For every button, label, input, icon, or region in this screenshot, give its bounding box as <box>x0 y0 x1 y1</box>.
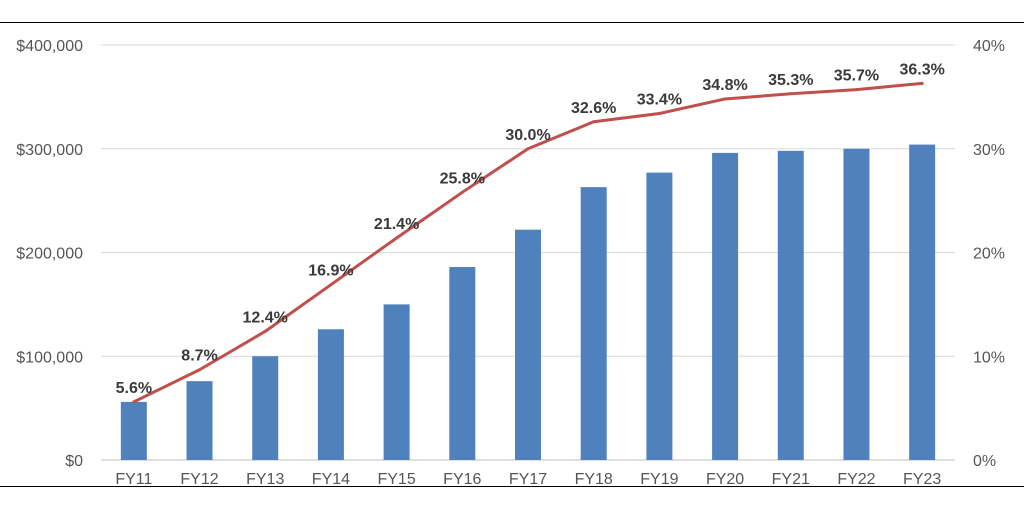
left-tick-label: $300,000 <box>16 142 83 159</box>
left-tick-label: $0 <box>65 453 83 470</box>
data-label-fy18: 32.6% <box>571 100 616 117</box>
bar-fy11 <box>120 401 147 460</box>
bar-fy13 <box>252 356 279 460</box>
x-tick-label: FY14 <box>312 471 350 488</box>
data-label-fy16: 25.8% <box>440 170 485 187</box>
bar-fy14 <box>317 329 344 460</box>
left-tick-label: $200,000 <box>16 246 83 263</box>
line-point-fy21 <box>789 92 793 96</box>
line-point-fy13 <box>263 329 267 333</box>
data-label-fy14: 16.9% <box>308 263 353 280</box>
bar-fy23 <box>909 144 936 460</box>
x-tick-label: FY19 <box>640 471 678 488</box>
line-point-fy15 <box>395 236 399 240</box>
bar-fy18 <box>580 187 607 460</box>
data-label-fy22: 35.7% <box>834 68 879 85</box>
bar-fy21 <box>777 150 804 460</box>
bar-fy19 <box>646 172 673 461</box>
chart-frame: 5.6% 8.7% 12.4% 16.9% 21.4% 25.8% 30.0% 32.6% 33… <box>0 22 1024 488</box>
combo-chart: 5.6% 8.7% 12.4% 16.9% 21.4% 25.8% 30.0% 32.6% 33… <box>16 38 1005 488</box>
data-label-fy17: 30.0% <box>505 127 550 144</box>
right-tick-label: 30% <box>973 142 1005 159</box>
bar-fy15 <box>383 304 410 460</box>
line-point-fy22 <box>854 88 858 92</box>
line-data-labels: 5.6% 8.7% 12.4% 16.9% 21.4% 25.8% 30.0% 32.6% 33… <box>116 61 945 397</box>
data-label-fy20: 34.8% <box>702 77 747 94</box>
left-tick-label: $400,000 <box>16 38 83 55</box>
data-label-fy21: 35.3% <box>768 72 813 89</box>
line-point-fy19 <box>657 111 661 115</box>
line-point-fy18 <box>592 120 596 124</box>
x-tick-label: FY18 <box>575 471 613 488</box>
line-series <box>132 81 924 404</box>
line-point-fy23 <box>920 81 924 85</box>
data-label-fy15: 21.4% <box>374 216 419 233</box>
bar-fy16 <box>449 267 476 460</box>
x-axis: FY11 FY12 FY13 FY14 FY15 FY16 FY17 FY18 FY19 FY20… <box>115 471 941 488</box>
x-tick-label: FY17 <box>509 471 547 488</box>
right-axis: 0% 10% 20% 30% 40% <box>973 38 1005 470</box>
bar-fy22 <box>843 148 870 460</box>
line-point-fy12 <box>198 368 202 372</box>
x-tick-label: FY13 <box>246 471 284 488</box>
line-point-fy20 <box>723 97 727 101</box>
data-label-fy19: 33.4% <box>637 91 682 108</box>
right-tick-label: 10% <box>973 349 1005 366</box>
x-tick-label: FY21 <box>772 471 810 488</box>
x-tick-label: FY22 <box>837 471 875 488</box>
line-point-fy14 <box>329 283 333 287</box>
bar-fy17 <box>515 229 541 460</box>
bar-fy20 <box>712 152 739 460</box>
data-label-fy13: 12.4% <box>243 309 288 326</box>
x-tick-label: FY16 <box>443 471 481 488</box>
right-tick-label: 20% <box>973 246 1005 263</box>
x-tick-label: FY11 <box>115 471 152 488</box>
left-tick-label: $100,000 <box>16 349 83 366</box>
line-point-fy11 <box>132 400 136 404</box>
x-tick-label: FY20 <box>706 471 744 488</box>
data-label-fy12: 8.7% <box>181 348 217 365</box>
bar-series <box>120 144 936 461</box>
bar-fy12 <box>186 381 213 460</box>
data-label-fy23: 36.3% <box>899 61 944 78</box>
right-tick-label: 40% <box>973 38 1005 55</box>
line-point-fy16 <box>460 190 464 194</box>
x-tick-label: FY23 <box>903 471 941 488</box>
x-tick-label: FY15 <box>377 471 415 488</box>
x-tick-label: FY12 <box>180 471 218 488</box>
data-label-fy11: 5.6% <box>116 380 152 397</box>
line-point-fy17 <box>526 147 530 151</box>
right-tick-label: 0% <box>973 453 996 470</box>
left-axis: $0 $100,000 $200,000 $300,000 $400,000 <box>16 38 83 470</box>
